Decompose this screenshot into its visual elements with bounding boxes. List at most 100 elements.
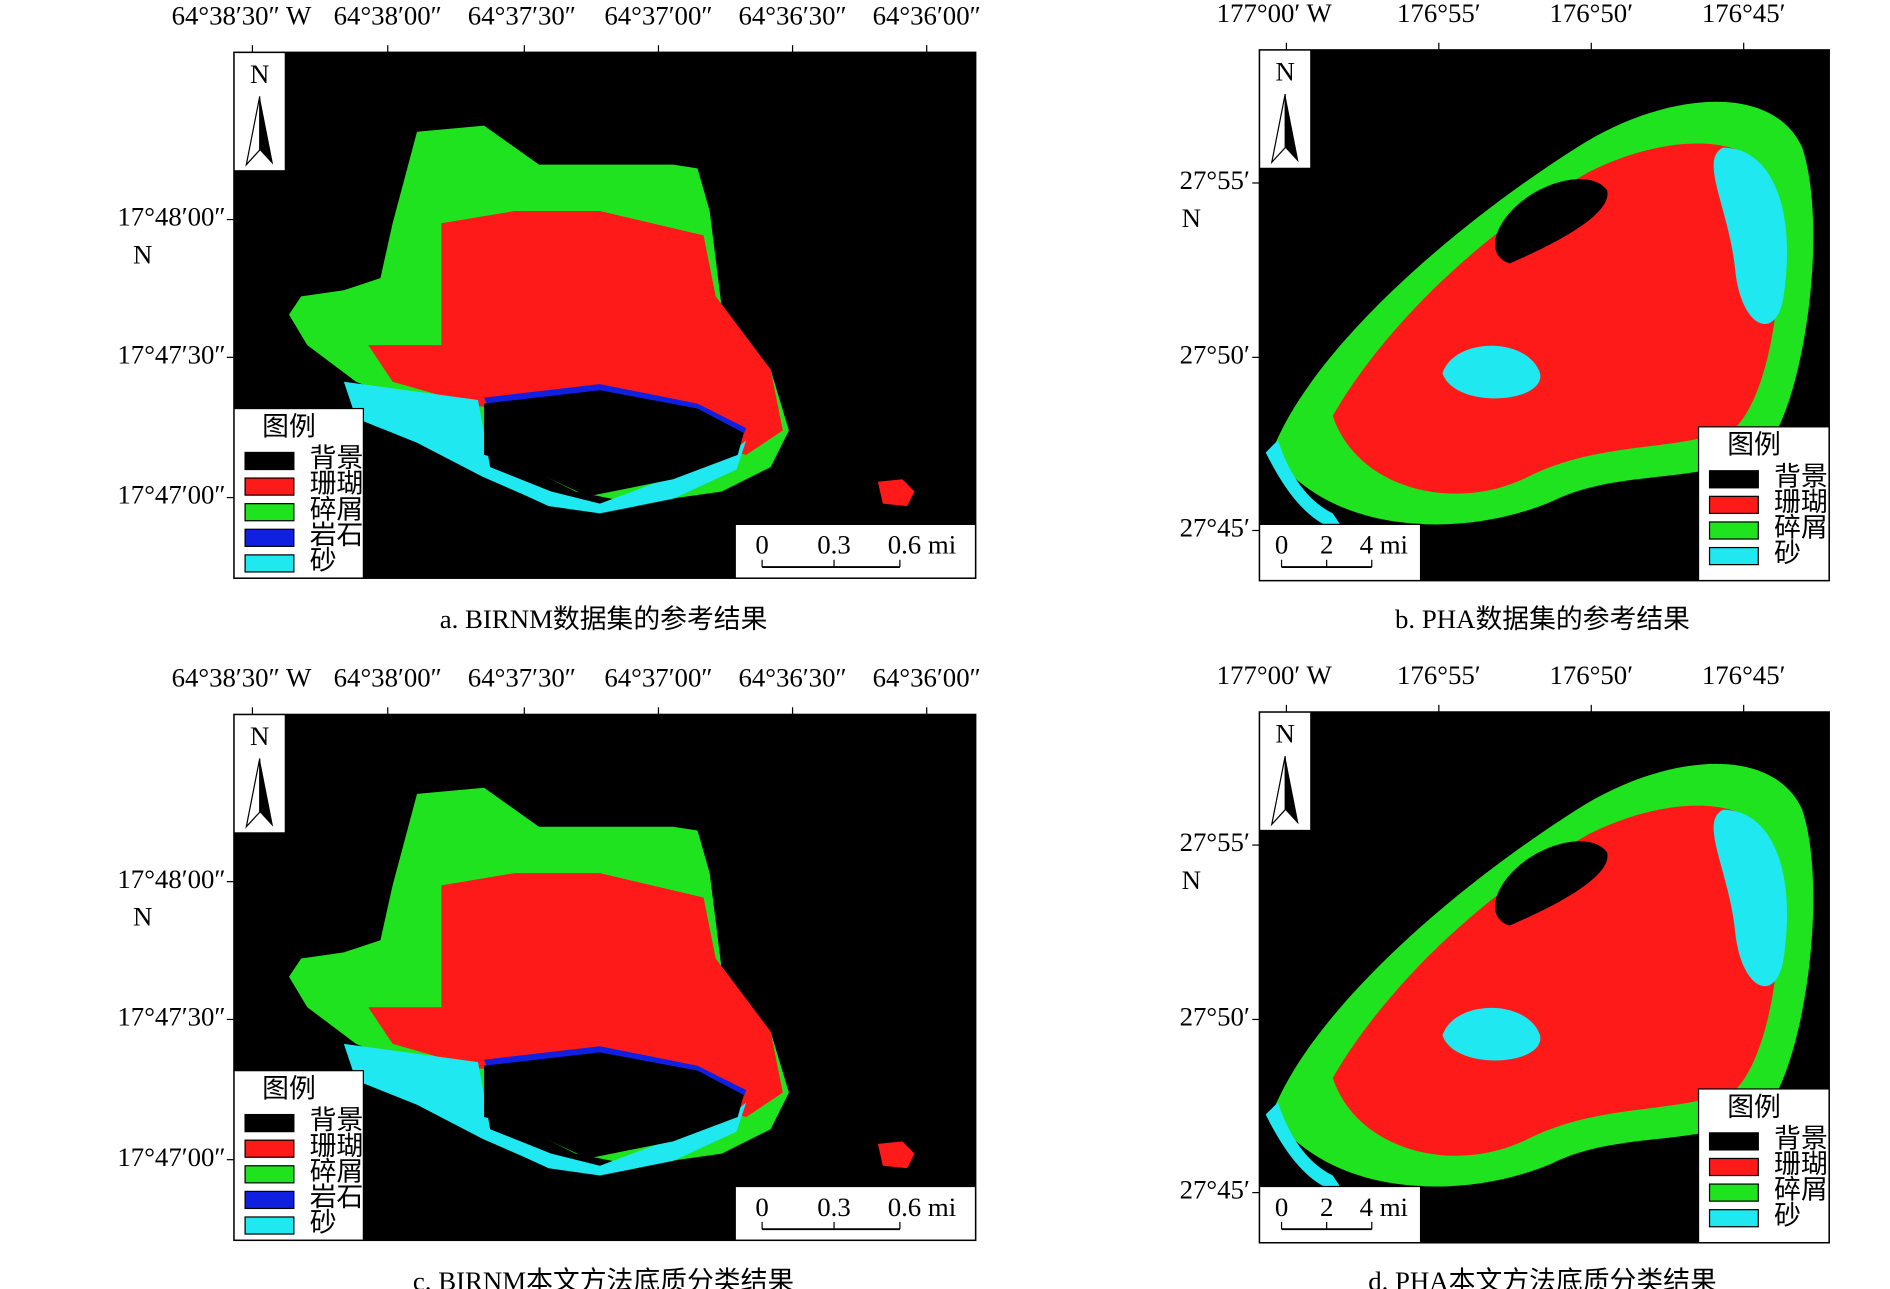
legend-swatch xyxy=(1708,1157,1759,1177)
scale-box xyxy=(734,523,977,579)
legend-label: 背景 xyxy=(1774,461,1828,491)
legend-swatch xyxy=(244,477,295,496)
scale-label: 0.6 mi xyxy=(888,1192,957,1222)
class-region xyxy=(368,873,783,1117)
class-region xyxy=(343,381,747,514)
legend-label: 背景 xyxy=(310,1105,364,1135)
map-frame xyxy=(1258,49,1830,582)
legend-swatch xyxy=(244,503,295,522)
map-panel: 177°00′ W 176°55′ 176°50′ 176°45′ 27°55′ N 27°… xyxy=(1180,660,1830,1289)
legend-swatch xyxy=(244,1113,295,1133)
class-region xyxy=(484,1052,744,1159)
scale-label: 0.6 mi xyxy=(888,530,957,560)
lat-label: 17°48′00″ xyxy=(117,864,225,894)
legend-swatch xyxy=(1708,495,1759,515)
north-label: N xyxy=(250,59,269,89)
scale-label: 4 mi xyxy=(1360,1192,1408,1222)
class-region xyxy=(343,1043,747,1176)
lat-label: 17°47′30″ xyxy=(117,1002,225,1032)
caption: d. PHA本文方法底质分类结果 xyxy=(1368,1266,1717,1289)
legend-label: 珊瑚 xyxy=(1774,487,1828,517)
north-arrow xyxy=(1285,93,1299,163)
lat-label: 17°47′00″ xyxy=(117,1142,225,1172)
scale-box xyxy=(1258,1185,1422,1244)
legend-title: 图例 xyxy=(1727,430,1781,460)
legend-swatch xyxy=(1708,1132,1759,1151)
class-region xyxy=(1442,1007,1541,1061)
legend-label: 珊瑚 xyxy=(310,469,364,499)
lon-label: 64°37′00″ xyxy=(604,663,712,693)
map-frame xyxy=(233,713,977,1242)
north-label: N xyxy=(250,721,269,751)
legend-label: 碎屑 xyxy=(310,1156,364,1186)
legend-label: 背景 xyxy=(1774,1124,1828,1154)
lon-label: 64°38′30″ W xyxy=(172,663,312,693)
caption: a. BIRNM数据集的参考结果 xyxy=(440,604,768,634)
lon-label: 176°45′ xyxy=(1702,660,1786,690)
lat-label: 17°47′00″ xyxy=(117,480,225,510)
scale-label: 0.3 xyxy=(817,530,851,560)
map-panel: 64°38′30″ W 64°38′00″ 64°37′30″ 64°37′00″ 64… xyxy=(117,663,980,1289)
lat-label: 27°55′ xyxy=(1180,165,1250,195)
lat-label: 17°48′00″ xyxy=(117,202,225,232)
legend-label: 岩石 xyxy=(310,520,364,550)
legend-label: 砂 xyxy=(1774,1200,1801,1230)
map-panel: 177°00′ W 176°55′ 176°50′ 176°45′ 27°55′ N 27°… xyxy=(1180,0,1830,634)
lon-label: 176°50′ xyxy=(1549,0,1633,28)
class-region xyxy=(1713,147,1788,325)
legend-label: 碎屑 xyxy=(1774,1175,1828,1205)
legend-swatch xyxy=(244,1216,295,1235)
lon-label: 64°37′00″ xyxy=(604,1,712,31)
north-arrow xyxy=(259,96,274,165)
north-label: N xyxy=(1276,719,1295,749)
legend-swatch xyxy=(244,1165,295,1184)
scale-label: 0 xyxy=(755,530,768,560)
class-region xyxy=(1265,440,1345,532)
class-region xyxy=(1442,345,1541,399)
lon-label: 64°36′00″ xyxy=(873,1,981,31)
caption: b. PHA数据集的参考结果 xyxy=(1395,604,1690,634)
map-panel: 64°38′30″ W 64°38′00″ 64°37′30″ 64°37′00″ 64… xyxy=(117,1,980,635)
class-region xyxy=(877,479,915,507)
class-region xyxy=(1494,841,1608,926)
legend-swatch xyxy=(1708,521,1759,540)
lon-label: 64°38′00″ xyxy=(334,663,442,693)
legend-label: 背景 xyxy=(310,443,364,473)
lat-label: 27°45′ xyxy=(1180,513,1250,543)
lat-hemisphere: N xyxy=(133,902,152,932)
lat-label: 27°45′ xyxy=(1180,1175,1250,1205)
reef-classification xyxy=(1265,763,1814,1194)
legend-label: 珊瑚 xyxy=(1774,1149,1828,1179)
legend-swatch xyxy=(1708,470,1759,489)
class-region xyxy=(1332,805,1779,1156)
legend-box xyxy=(233,407,364,579)
legend-swatch xyxy=(1708,546,1759,566)
reef-classification xyxy=(288,125,915,514)
scale-label: 4 mi xyxy=(1360,530,1408,560)
legend-title: 图例 xyxy=(262,411,316,441)
lon-label: 64°38′30″ W xyxy=(172,1,312,31)
scale-label: 2 xyxy=(1320,1192,1333,1222)
class-region xyxy=(1265,1102,1345,1194)
map-frame xyxy=(1258,711,1830,1244)
legend-swatch xyxy=(244,1190,295,1210)
scale-box xyxy=(1258,523,1422,582)
class-region xyxy=(484,390,744,497)
lon-label: 64°37′30″ xyxy=(468,1,576,31)
lon-label: 176°50′ xyxy=(1549,660,1633,690)
lat-hemisphere: N xyxy=(133,240,152,270)
lat-hemisphere: N xyxy=(1182,865,1201,895)
legend-swatch xyxy=(1708,1183,1759,1202)
map-frame xyxy=(233,51,977,579)
lat-label: 27°50′ xyxy=(1180,339,1250,369)
legend-swatch xyxy=(1708,1209,1759,1228)
lon-label: 64°36′30″ xyxy=(738,1,846,31)
legend-swatch xyxy=(244,451,295,471)
lon-label: 177°00′ W xyxy=(1217,660,1333,690)
lon-label: 64°38′00″ xyxy=(334,1,442,31)
lon-label: 176°55′ xyxy=(1397,0,1481,28)
class-region xyxy=(1332,143,1779,494)
lat-label: 27°55′ xyxy=(1180,827,1250,857)
north-arrow xyxy=(1285,756,1299,825)
